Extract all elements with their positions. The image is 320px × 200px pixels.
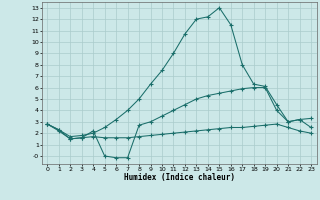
X-axis label: Humidex (Indice chaleur): Humidex (Indice chaleur) (124, 173, 235, 182)
